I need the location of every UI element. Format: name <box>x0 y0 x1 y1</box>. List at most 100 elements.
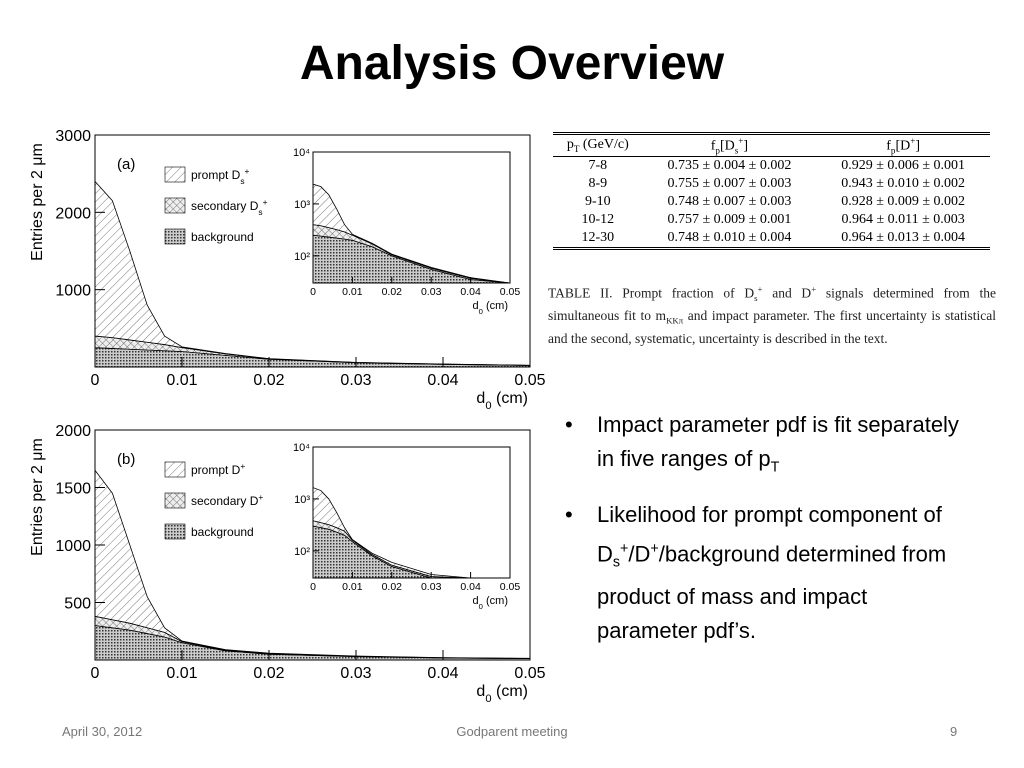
inset-x-tick-label: 0 <box>310 286 316 298</box>
superscript: + <box>258 492 263 502</box>
legend-label: prompt Ds+ <box>191 166 250 186</box>
inset-y-tick-label: 10⁴ <box>293 147 310 159</box>
text-part: + <box>738 136 744 146</box>
text-part: /D <box>628 541 651 567</box>
text-part: background <box>191 230 254 244</box>
legend-label: background <box>191 230 254 244</box>
text-part: and impact parameter. The first uncertai… <box>548 308 996 346</box>
text-part: f <box>710 138 716 154</box>
x-tick-label: 0.04 <box>427 372 458 389</box>
bullet: Likelihood for prompt component of Ds+/D… <box>565 498 965 648</box>
x-tick-label: 0.02 <box>253 665 284 682</box>
table-cell: 10-12 <box>581 212 615 228</box>
subscript: s <box>258 207 262 217</box>
x-tick-label: 0 <box>91 665 100 682</box>
table-cell: 0.748 ± 0.010 ± 0.004 <box>667 230 792 246</box>
x-tick-label: 0 <box>91 372 100 389</box>
text-part: prompt D <box>191 463 241 477</box>
text-part: d <box>476 390 485 407</box>
inset-frame <box>312 446 511 579</box>
text-part: + <box>811 284 817 294</box>
legend-label: prompt D+ <box>191 461 245 477</box>
subscript: 0 <box>479 602 483 611</box>
text-part: prompt D <box>191 168 241 182</box>
legend-swatch <box>164 523 186 540</box>
table-cell: 0.929 ± 0.006 ± 0.001 <box>841 158 966 174</box>
bullet: Impact parameter pdf is fit separately i… <box>565 408 965 484</box>
text-part: (GeV/c) <box>579 137 629 153</box>
slide-title: Analysis Overview <box>299 37 725 90</box>
x-tick-label: 0.05 <box>514 372 545 389</box>
text-part: p <box>566 137 574 153</box>
text-part: f <box>886 138 891 154</box>
table-header: fp[D+] <box>816 133 990 158</box>
table-cell: 8-9 <box>588 176 608 192</box>
table-row: 8-9 0.755 ± 0.007 ± 0.003 0.943 ± 0.010 ± … <box>553 175 990 193</box>
x-tick-label: 0.04 <box>427 665 458 682</box>
x-tick-label: 0.01 <box>166 665 197 682</box>
stacked-area <box>95 180 530 366</box>
inset-x-tick-label: 0.02 <box>382 286 403 298</box>
inset-x-tick-label: 0.01 <box>342 581 363 593</box>
table-cell: 12-30 <box>581 230 615 246</box>
text-part: secondary D <box>191 494 259 508</box>
legend-label: secondary Ds+ <box>191 197 268 217</box>
text-part: + <box>620 541 629 558</box>
x-axis-label: d0 (cm) <box>476 683 528 705</box>
text-part: Likelihood for prompt component of D <box>597 502 942 567</box>
inset-x-tick-label: 0.01 <box>342 286 363 298</box>
footer-date: April 30, 2012 <box>62 724 143 739</box>
inset-x-tick-label: 0.03 <box>421 581 442 593</box>
text-part: T <box>573 144 580 155</box>
text-part: + <box>650 541 659 558</box>
table-cell: 0.757 ± 0.009 ± 0.001 <box>667 212 792 228</box>
x-tick-label: 0.01 <box>166 372 197 389</box>
axes-frame <box>94 134 531 368</box>
y-tick-label: 1000 <box>55 283 91 300</box>
table-cell: 0.755 ± 0.007 ± 0.003 <box>667 176 792 192</box>
inset-y-tick-label: 10⁴ <box>293 442 310 454</box>
inset-y-tick-label: 10² <box>294 546 310 558</box>
table-header: pT (GeV/c) <box>553 133 643 158</box>
subscript: 0 <box>485 693 491 705</box>
inset-x-tick-label: 0.04 <box>460 581 481 593</box>
text-part: secondary D <box>191 199 259 213</box>
y-axis-label: Entries per 2 μm <box>29 143 46 261</box>
x-tick-label: 0.03 <box>340 372 371 389</box>
fraction-table: pT (GeV/c) fp[Ds+] fp[D+] 7-8 0.735 ± 0.004 … <box>553 132 990 251</box>
text-part: d <box>473 595 479 607</box>
text-part: + <box>757 284 763 294</box>
text-part: KKπ <box>666 315 684 326</box>
legend-swatch <box>164 166 186 183</box>
table-cell: 0.964 ± 0.013 ± 0.004 <box>841 230 966 246</box>
text-part: s <box>734 145 739 156</box>
inset-x-label: d0 (cm) <box>473 595 508 611</box>
x-tick-label: 0.02 <box>253 372 284 389</box>
inset-x-label: d0 (cm) <box>473 300 508 316</box>
table-row: 12-30 0.748 ± 0.010 ± 0.004 0.964 ± 0.013 … <box>553 229 990 249</box>
text-part: s <box>754 293 758 304</box>
table-cell: 0.943 ± 0.010 ± 0.002 <box>841 176 966 192</box>
inset-x-tick-label: 0.05 <box>500 286 521 298</box>
text-part: and D <box>762 285 812 301</box>
text-part: Impact parameter pdf is fit separately i… <box>597 412 959 471</box>
y-axis-label: Entries per 2 μm <box>29 438 46 556</box>
table-cell: 0.964 ± 0.011 ± 0.003 <box>841 212 965 228</box>
text-part: T <box>770 459 780 476</box>
legend-swatch <box>164 492 186 509</box>
table-row: 7-8 0.735 ± 0.004 ± 0.002 0.929 ± 0.006 ± … <box>553 157 990 176</box>
table-row: 10-12 0.757 ± 0.009 ± 0.001 0.964 ± 0.011 … <box>553 211 990 229</box>
inset-x-tick-label: 0.02 <box>382 581 403 593</box>
x-axis-label: d0 (cm) <box>476 390 528 412</box>
inset-y-tick-label: 10² <box>294 251 310 263</box>
table-row: 9-10 0.748 ± 0.007 ± 0.003 0.928 ± 0.009 ±… <box>553 193 990 211</box>
y-tick-label: 3000 <box>55 128 91 145</box>
text-part: TABLE II. Prompt fraction of D <box>548 285 755 301</box>
inset-frame <box>312 151 511 284</box>
legend-swatch <box>164 461 186 478</box>
text-part: ] <box>743 138 749 154</box>
inset-x-tick-label: 0.03 <box>421 286 442 298</box>
subscript: s <box>240 176 244 186</box>
